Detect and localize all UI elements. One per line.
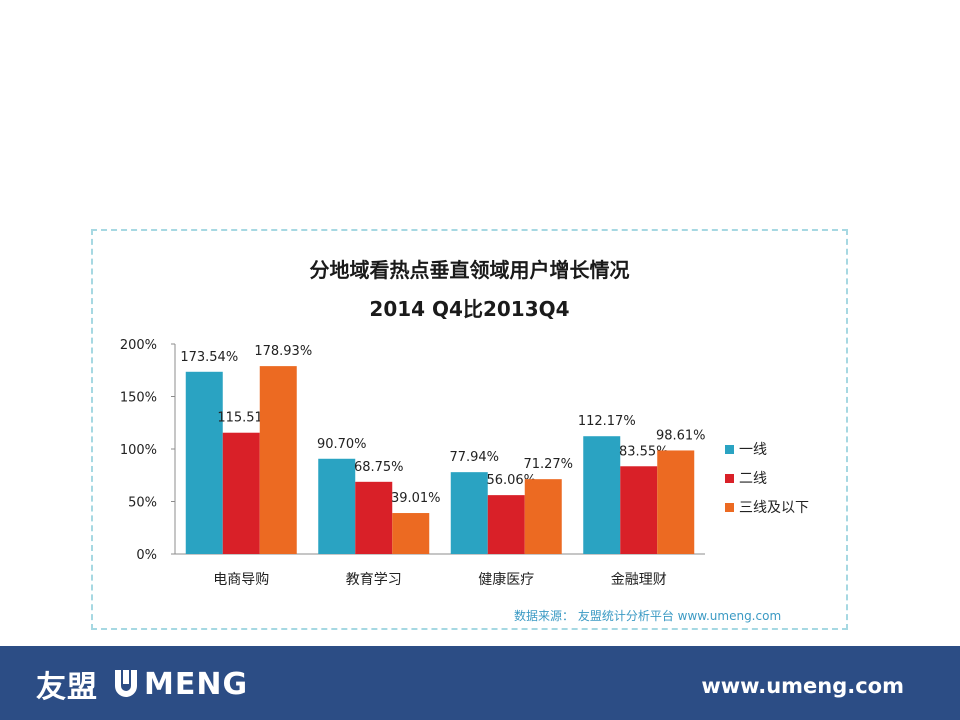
data-label: 56.06% [486, 473, 536, 488]
x-category-label: 电商导购 [213, 572, 269, 588]
bar [583, 436, 621, 554]
bar-chart: 0%50%100%150%200%173.54%115.51%178.93%电商… [120, 338, 809, 588]
chart-subtitle: 2014 Q4比2013Q4 [369, 297, 570, 321]
x-category-label: 健康医疗 [478, 571, 534, 588]
y-tick-label: 50% [128, 496, 157, 511]
bar [392, 513, 430, 554]
legend-label: 一线 [739, 442, 767, 458]
data-label: 112.17% [578, 414, 636, 429]
data-label: 173.54% [180, 350, 238, 365]
bar [222, 432, 260, 554]
bar [318, 458, 356, 554]
logo-english: MENG [144, 666, 249, 702]
bar [355, 481, 393, 554]
data-label: 178.93% [254, 344, 312, 359]
data-label: 77.94% [449, 450, 499, 465]
data-label: 83.55% [619, 444, 669, 459]
legend-swatch [725, 503, 734, 512]
bar [487, 495, 525, 554]
data-label: 39.01% [391, 491, 441, 506]
bar [185, 371, 223, 554]
x-category-label: 金融理财 [611, 572, 667, 588]
bar [450, 472, 488, 554]
y-tick-label: 150% [120, 391, 157, 406]
legend-label: 二线 [739, 471, 767, 487]
umeng-logo: 友盟 MENG [36, 666, 249, 706]
legend-label: 三线及以下 [739, 500, 809, 516]
bar [259, 366, 297, 554]
legend-swatch [725, 445, 734, 454]
bar [524, 479, 562, 554]
data-label: 71.27% [523, 457, 573, 472]
data-label: 68.75% [354, 460, 404, 475]
chart-title: 分地域看热点垂直领域用户增长情况 [309, 258, 630, 282]
y-tick-label: 100% [120, 443, 157, 458]
logo-chinese: 友盟 [36, 670, 98, 705]
data-label: 98.61% [656, 428, 706, 443]
chart-card [91, 229, 848, 630]
y-tick-label: 0% [136, 548, 157, 563]
legend-swatch [725, 474, 734, 483]
umeng-u-icon [115, 670, 137, 697]
bar [657, 450, 695, 554]
y-tick-label: 200% [120, 338, 157, 353]
data-source: 数据来源： 友盟统计分析平台 www.umeng.com [514, 609, 782, 623]
footer-url: www.umeng.com [701, 674, 904, 698]
x-category-label: 教育学习 [346, 572, 402, 588]
data-label: 90.70% [317, 437, 367, 452]
footer-bar [0, 646, 960, 720]
bar [620, 466, 658, 554]
